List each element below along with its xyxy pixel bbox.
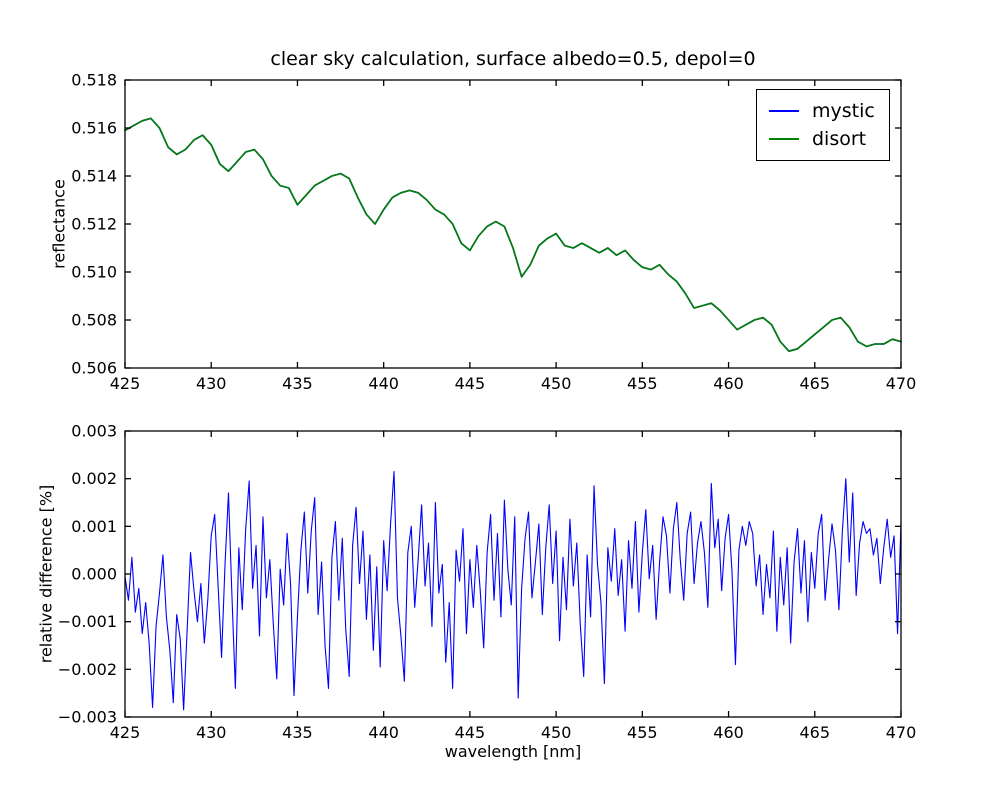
x-tick-label: 460 <box>713 723 744 742</box>
x-tick-label: 425 <box>110 723 141 742</box>
legend-entry-disort: disort <box>769 125 879 153</box>
y-tick-label: 0.003 <box>71 422 117 441</box>
x-tick-label: 440 <box>368 374 399 393</box>
x-tick-label: 425 <box>110 374 141 393</box>
legend: mystic disort <box>756 89 890 161</box>
x-tick-label: 435 <box>282 374 313 393</box>
x-tick-label: 450 <box>541 374 572 393</box>
y-tick-label: −0.002 <box>58 660 117 679</box>
y-tick-label: 0.000 <box>71 565 117 584</box>
x-tick-label: 435 <box>282 723 313 742</box>
y-tick-label: 0.506 <box>71 359 117 378</box>
x-axis-label-wavelength: wavelength [nm] <box>444 742 582 761</box>
legend-label-mystic: mystic <box>812 99 875 122</box>
x-tick-label: 430 <box>196 374 227 393</box>
x-tick-label: 470 <box>886 374 917 393</box>
y-tick-label: 0.510 <box>71 263 117 282</box>
series-disort <box>124 117 902 353</box>
y-tick-label: −0.003 <box>58 708 117 727</box>
relative-difference-plot: 425 430 435 440 445 450 455 460 465 470 −0.003 −0.0… <box>58 422 917 743</box>
y-tick-label: 0.508 <box>71 311 117 330</box>
x-tick-label: 455 <box>627 374 658 393</box>
series-relative-difference-mystic-vs-disort <box>124 470 902 711</box>
disort-line-icon <box>769 138 799 140</box>
legend-label-disort: disort <box>812 127 867 150</box>
x-tick-label: 470 <box>886 723 917 742</box>
x-tick-label: 465 <box>800 374 831 393</box>
x-tick-label: 455 <box>627 723 658 742</box>
x-tick-label: 430 <box>196 723 227 742</box>
y-tick-label: 0.516 <box>71 119 117 138</box>
y-tick-label: 0.002 <box>71 469 117 488</box>
x-tick-label: 450 <box>541 723 572 742</box>
x-tick-label: 460 <box>713 374 744 393</box>
reflectance-plot: 425 430 435 440 445 450 455 460 465 470 0.506 0.508… <box>71 71 917 394</box>
y-tick-label: 0.001 <box>71 517 117 536</box>
y-tick-label: −0.001 <box>58 612 117 631</box>
plot-title: clear sky calculation, surface albedo=0.… <box>270 48 756 70</box>
x-tick-label: 445 <box>455 723 486 742</box>
x-tick-label: 465 <box>800 723 831 742</box>
y-tick-label: 0.518 <box>71 71 117 90</box>
x-tick-label: 445 <box>455 374 486 393</box>
x-tick-label: 440 <box>368 723 399 742</box>
mystic-line-icon <box>769 110 799 112</box>
y-tick-label: 0.514 <box>71 167 117 186</box>
y-tick-label: 0.512 <box>71 215 117 234</box>
legend-entry-mystic: mystic <box>769 97 879 125</box>
